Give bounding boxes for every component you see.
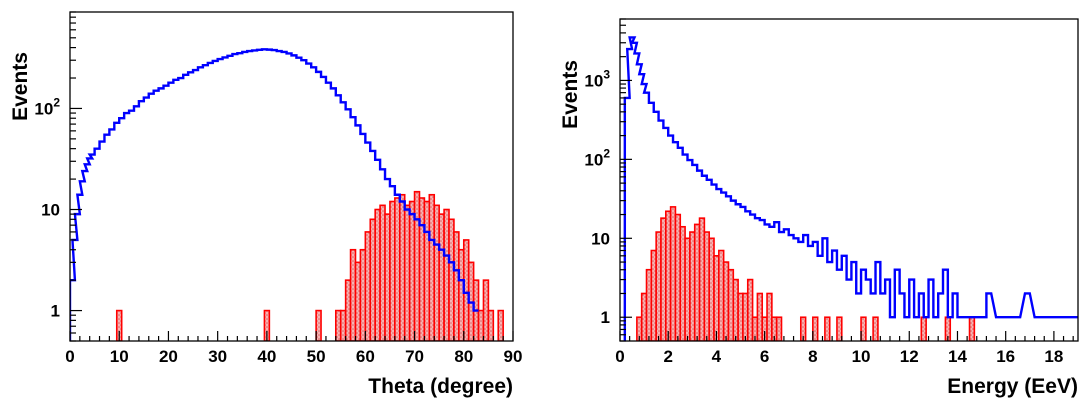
x-tick-label: 0 xyxy=(65,347,74,366)
bar-1-33 xyxy=(836,316,843,341)
x-tick-label: 12 xyxy=(900,347,919,366)
x-tick-label: 18 xyxy=(1044,347,1063,366)
plot-frame xyxy=(69,11,514,342)
y-tick-label: 10 xyxy=(41,201,60,220)
x-tick-label: 10 xyxy=(110,347,129,366)
bar-1-2 xyxy=(315,309,322,341)
bar-1-23 xyxy=(746,278,754,341)
x-axis-title: Theta (degree) xyxy=(368,375,513,398)
bar-1-0 xyxy=(115,309,123,341)
bar-1-34 xyxy=(860,316,867,341)
plot-area xyxy=(623,36,1078,341)
bar-1-32 xyxy=(824,316,831,341)
bar-1-36 xyxy=(920,316,927,341)
series-1 xyxy=(115,190,504,341)
series-0 xyxy=(70,48,479,341)
energy-histogram-panel: 0 2 4 6 8 10 12 14 16 18 1 10 102 103 Energy (EeV) Even… xyxy=(559,18,1079,398)
y-tick-label: 103 xyxy=(584,67,610,90)
bar-1-34 xyxy=(487,309,495,341)
plot-frame xyxy=(619,18,1079,342)
y-tick-label: 102 xyxy=(584,146,610,169)
x-tick-label: 50 xyxy=(307,347,326,366)
x-tick-label: 90 xyxy=(504,347,523,366)
x-tick-label: 4 xyxy=(712,347,722,366)
y-tick-label: 1 xyxy=(601,308,610,327)
x-tick-label: 6 xyxy=(760,347,769,366)
series-1 xyxy=(636,206,976,341)
x-tick-label: 70 xyxy=(405,347,424,366)
bar-1-1 xyxy=(263,309,271,341)
x-tick-label: 0 xyxy=(615,347,624,366)
series-line-0 xyxy=(70,48,479,341)
y-tick-label: 102 xyxy=(34,95,60,118)
y-tick-label: 1 xyxy=(51,302,60,321)
x-tick-label: 16 xyxy=(996,347,1015,366)
x-tick-label: 30 xyxy=(208,347,227,366)
bar-1-31 xyxy=(812,316,819,341)
x-tick-label: 60 xyxy=(356,347,375,366)
series-line-0 xyxy=(623,36,1078,341)
x-tick-label: 2 xyxy=(663,347,672,366)
bar-1-38 xyxy=(968,316,976,341)
x-tick-label: 40 xyxy=(257,347,276,366)
bar-1-35 xyxy=(497,309,504,341)
x-tick-label: 20 xyxy=(159,347,178,366)
x-tick-label: 8 xyxy=(808,347,817,366)
x-tick-label: 80 xyxy=(454,347,473,366)
x-axis-title: Energy (EeV) xyxy=(947,375,1078,398)
y-tick-label: 10 xyxy=(591,229,610,248)
series-0 xyxy=(623,36,1078,341)
plot-area xyxy=(70,48,504,341)
theta-histogram-panel: 0 10 20 30 40 50 60 70 80 90 1 10 102 Theta (degree) E… xyxy=(9,11,523,398)
y-axis-title: Events xyxy=(559,60,582,129)
bar-1-35 xyxy=(872,316,879,341)
x-tick-label: 14 xyxy=(948,347,967,366)
bar-1-29 xyxy=(775,316,783,341)
y-axis-title: Events xyxy=(9,52,32,121)
x-tick-label: 10 xyxy=(852,347,871,366)
